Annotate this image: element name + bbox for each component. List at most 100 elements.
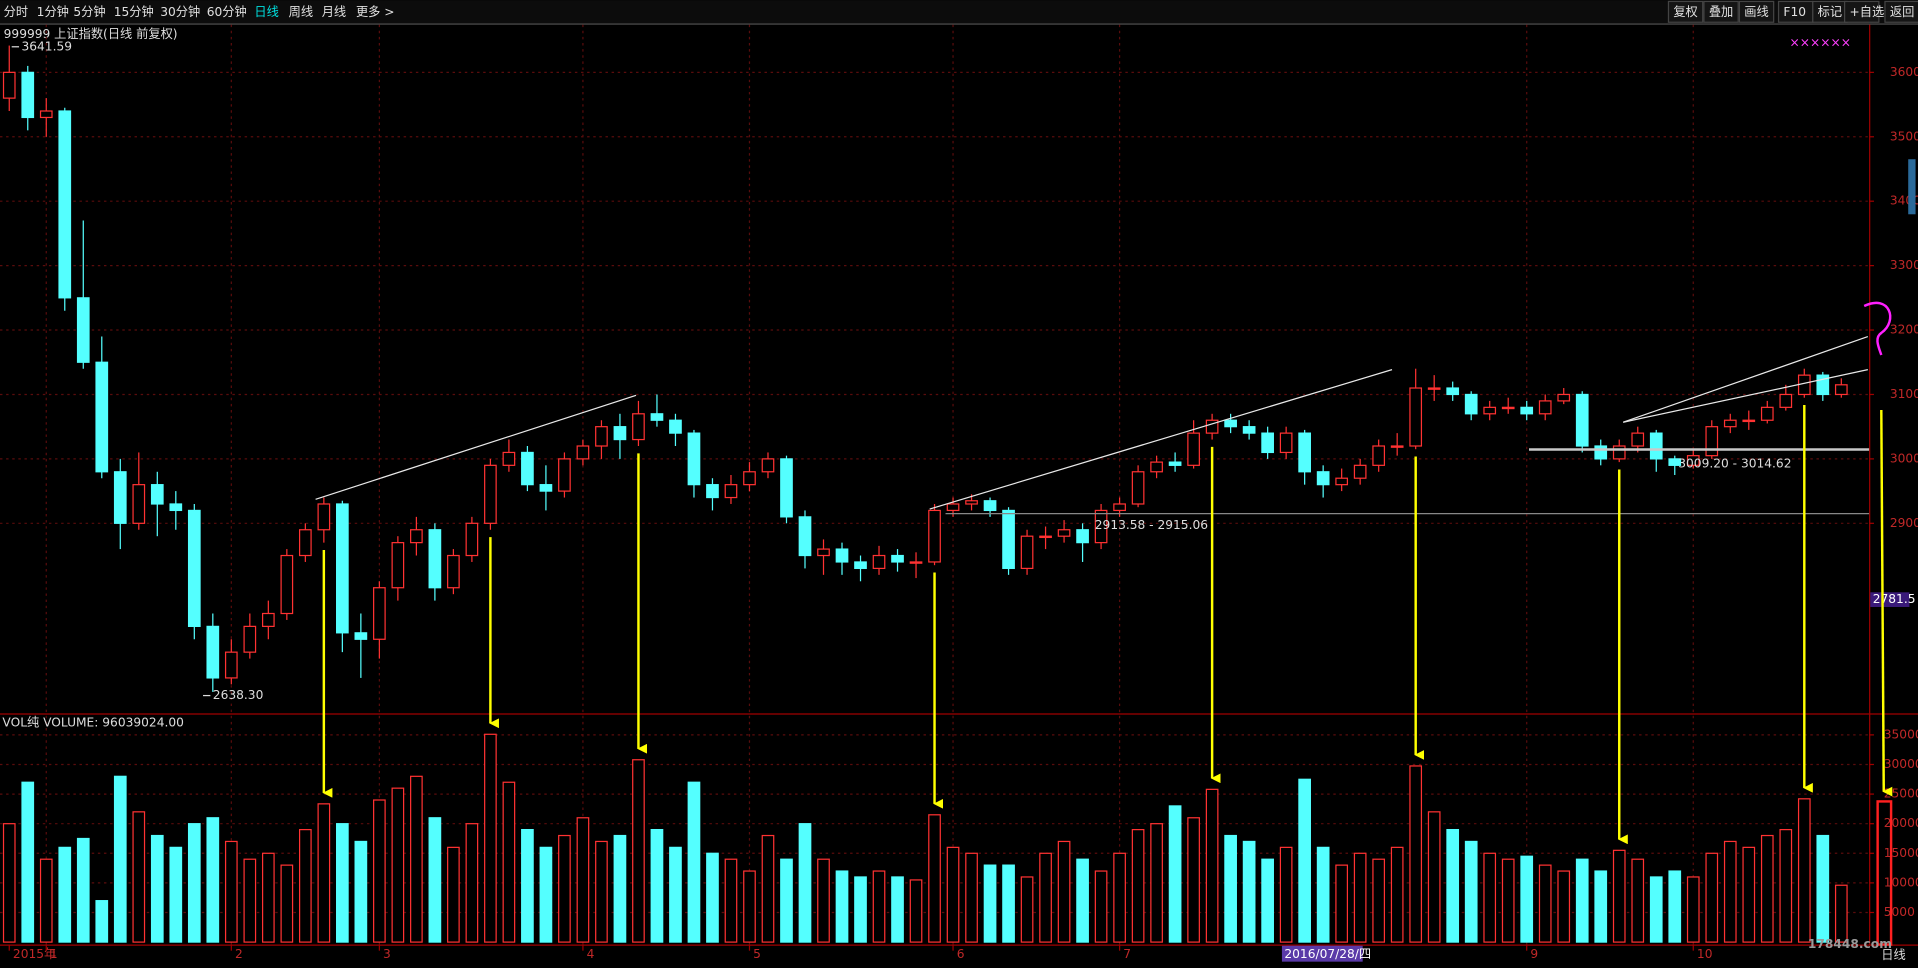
- toolbar-button-frame: [1703, 0, 1739, 23]
- candle-body: [1520, 406, 1534, 415]
- y-tick-label: 5000: [1884, 905, 1915, 919]
- candle-body: [465, 522, 479, 557]
- candle-body: [132, 484, 146, 524]
- candle-body: [1316, 471, 1330, 486]
- candle-body: [1594, 445, 1608, 460]
- volume-bar: [261, 852, 275, 943]
- candle-body: [280, 554, 294, 615]
- candle-body: [1205, 419, 1219, 434]
- toolbar-button[interactable]: 复权: [1673, 5, 1697, 19]
- volume-bar: [95, 900, 109, 943]
- toolbar-button[interactable]: F10: [1783, 5, 1806, 19]
- x-tick-label: 2: [235, 947, 243, 961]
- candle-body: [336, 503, 349, 634]
- candle-body: [891, 554, 904, 563]
- volume-bar: [113, 775, 127, 943]
- candle-body: [835, 548, 849, 563]
- toolbar-button[interactable]: +自选: [1850, 5, 1885, 19]
- candle-body: [447, 554, 460, 589]
- volume-bar: [1538, 864, 1552, 943]
- candle-body: [428, 529, 442, 589]
- volume-bar: [854, 876, 867, 943]
- candle-body: [595, 426, 608, 447]
- candle-body: [298, 529, 312, 557]
- candle-body: [1020, 535, 1034, 570]
- scrollbar: [1908, 159, 1916, 215]
- volume-bar: [1150, 823, 1163, 943]
- volume-bar: [1834, 884, 1848, 943]
- candle-body: [743, 471, 756, 486]
- volume-bar: [1557, 870, 1571, 943]
- volume-bar: [1057, 840, 1071, 943]
- volume-bar: [1797, 798, 1811, 943]
- toolbar-button[interactable]: 1分钟: [37, 4, 69, 19]
- volume-bar: [1020, 876, 1034, 943]
- toolbar-button-frame: [1884, 0, 1918, 23]
- volume-bar: [1668, 870, 1682, 943]
- toolbar-button[interactable]: 标记: [1818, 5, 1842, 19]
- volume-bar: [1649, 876, 1663, 943]
- candle-body: [1631, 432, 1645, 447]
- candle-body: [558, 458, 571, 492]
- volume-bar: [484, 733, 497, 943]
- volume-bar: [1094, 870, 1108, 943]
- candle-body: [95, 361, 109, 473]
- volume-bar: [928, 814, 941, 943]
- y-tick-label: 25000: [1884, 787, 1918, 801]
- toolbar-button[interactable]: 更多 >: [356, 5, 395, 19]
- toolbar-button[interactable]: 60分钟: [207, 4, 247, 19]
- volume-bar: [669, 846, 682, 943]
- volume-bar: [447, 846, 460, 943]
- candle-body: [1039, 535, 1052, 539]
- y-tick-label: 3300: [1890, 258, 1918, 272]
- volume-bar: [1427, 811, 1441, 943]
- toolbar-button[interactable]: 周线: [289, 5, 313, 19]
- candle-body: [1723, 419, 1737, 428]
- candle-body: [1242, 426, 1256, 434]
- volume-bar: [410, 775, 423, 943]
- candle-body: [1464, 393, 1478, 415]
- candle-body: [391, 542, 405, 589]
- volume-bar: [1335, 864, 1349, 943]
- toolbar-button[interactable]: 15分钟: [114, 4, 154, 19]
- candle-body: [1538, 400, 1552, 415]
- toolbar-button[interactable]: 画线: [1744, 5, 1768, 19]
- volume-bar: [150, 834, 164, 943]
- y-tick-label: 3500: [1890, 129, 1918, 143]
- volume-bar: [1409, 765, 1423, 943]
- candle-body: [724, 484, 738, 499]
- question-mark: [1863, 301, 1892, 356]
- x-tick-label: 5: [753, 947, 761, 961]
- candle-body: [669, 419, 682, 434]
- toolbar-button[interactable]: 分时: [4, 5, 28, 19]
- candle-body: [1612, 445, 1626, 460]
- candle-body: [1168, 461, 1182, 466]
- volume-bar: [1723, 840, 1737, 943]
- volume-bar: [891, 876, 904, 943]
- candle-body: [1705, 426, 1719, 457]
- candle-body: [946, 503, 960, 512]
- toolbar-button[interactable]: 30分钟: [160, 4, 200, 19]
- volume-bar: [835, 870, 849, 943]
- candle-body: [965, 500, 978, 505]
- toolbar-button[interactable]: 月线: [322, 5, 346, 19]
- volume-bar: [1631, 858, 1645, 943]
- candle-body: [1797, 374, 1811, 396]
- candle-body: [650, 413, 664, 421]
- toolbar-button[interactable]: 5分钟: [73, 4, 105, 19]
- volume-bar: [206, 817, 220, 943]
- x-tick-label: 4: [587, 947, 595, 961]
- toolbar-button[interactable]: 叠加: [1709, 5, 1733, 19]
- volume-bar: [576, 817, 590, 943]
- candle-body: [410, 529, 423, 544]
- toolbar-button[interactable]: 返回: [1890, 5, 1914, 19]
- candle-body: [113, 471, 127, 524]
- candle-body: [1372, 445, 1386, 466]
- candle-body: [1261, 432, 1274, 454]
- candle-body: [1187, 432, 1200, 466]
- volume-bar: [798, 823, 812, 943]
- toolbar-button[interactable]: 日线: [254, 5, 278, 19]
- candle-body: [354, 632, 368, 640]
- volume-bar: [1742, 846, 1756, 943]
